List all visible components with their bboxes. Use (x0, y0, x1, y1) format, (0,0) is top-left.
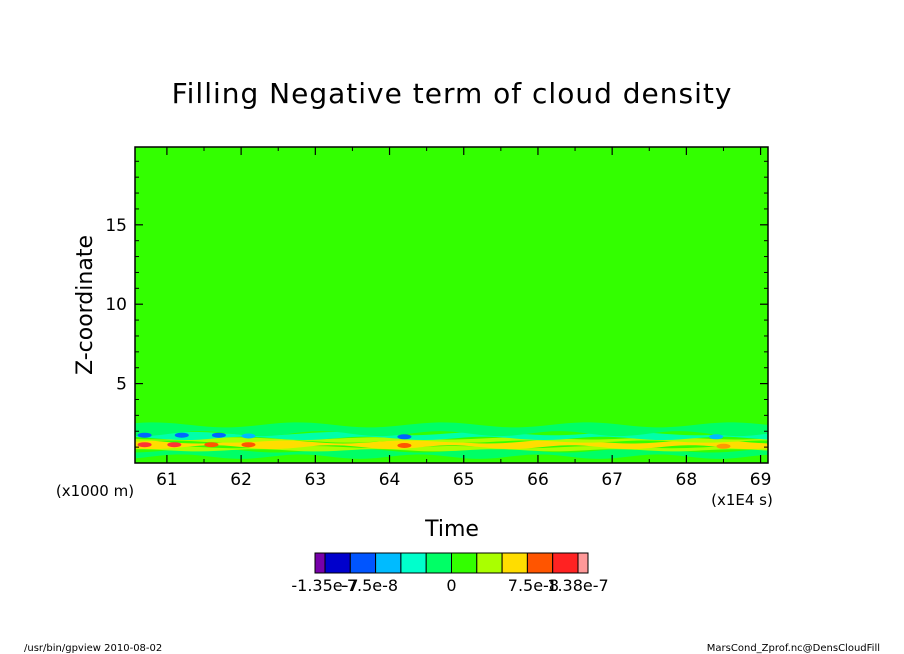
plot-frame (134, 146, 769, 464)
field-spot (204, 442, 219, 448)
x-tick-label: 66 (527, 470, 549, 490)
colorbar-swatch (476, 552, 503, 574)
colorbar-swatch (375, 552, 402, 574)
x-tick-label: 61 (156, 470, 178, 490)
colorbar-label: 1.38e-7 (547, 576, 608, 595)
field-band (135, 422, 768, 437)
colorbar-swatch (501, 552, 528, 574)
x-tick-label: 67 (601, 470, 623, 490)
x-tick-label: 63 (305, 470, 327, 490)
field-spot (211, 432, 226, 438)
chart-title: Filling Negative term of cloud density (172, 77, 733, 110)
colorbar-swatch (425, 552, 453, 574)
footer-left: /usr/bin/gpview 2010-08-02 (24, 643, 162, 654)
field-spot (709, 434, 724, 440)
field-spots (137, 432, 731, 449)
colorbar-labels: -1.35e-7-7.5e-8 0 7.5e-81.38e-7 (291, 576, 608, 595)
field-spot (241, 433, 256, 439)
y-tick-label: 5 (116, 375, 127, 395)
colorbar (314, 552, 589, 574)
colorbar-label: -7.5e-8 (341, 576, 398, 595)
field-spot (716, 443, 731, 449)
field-background (135, 147, 768, 463)
field-spot (397, 443, 412, 448)
colorbar-swatch (324, 552, 351, 574)
x-axis-label: Time (424, 517, 479, 542)
field-bands (135, 422, 768, 463)
x-tick-label: 65 (453, 470, 475, 490)
colorbar-label: -1.35e-7 (291, 576, 358, 595)
x-axis: 61 62 63 64 65 66 67 68 69 (156, 147, 771, 490)
field-band (135, 437, 768, 443)
colorbar-swatch (577, 552, 589, 574)
field-band (135, 454, 768, 463)
y-axis: 5 10 15 (105, 160, 768, 448)
field-spot (174, 432, 189, 438)
field-spot (137, 432, 152, 438)
y-tick-label: 15 (105, 216, 127, 236)
field-spot (167, 442, 182, 448)
x-tick-label: 68 (676, 470, 698, 490)
y-tick-label: 10 (105, 295, 127, 315)
colorbar-swatch (552, 552, 579, 574)
colorbar-label: 7.5e-8 (508, 576, 559, 595)
y-unit-label: (x1000 m) (56, 482, 134, 500)
colorbar-swatch (400, 552, 427, 574)
footer-right: MarsCond_Zprof.nc@DensCloudFill (707, 643, 880, 654)
x-unit-label: (x1E4 s) (711, 491, 773, 509)
colorbar-label: 0 (446, 576, 456, 595)
field-band (135, 439, 768, 450)
colorbar-swatch (451, 552, 478, 574)
field-spot (137, 442, 152, 448)
field-spot (241, 442, 256, 448)
colorbar-swatch (349, 552, 377, 574)
colorbar-swatch (314, 552, 326, 574)
colorbar-swatch (526, 552, 554, 574)
plot-area (134, 146, 769, 464)
x-tick-label: 69 (750, 470, 772, 490)
x-tick-label: 64 (379, 470, 401, 490)
x-tick-label: 62 (230, 470, 252, 490)
y-axis-label: Z-coordinate (73, 235, 98, 375)
field-spot (397, 434, 412, 440)
field-band (135, 448, 768, 459)
